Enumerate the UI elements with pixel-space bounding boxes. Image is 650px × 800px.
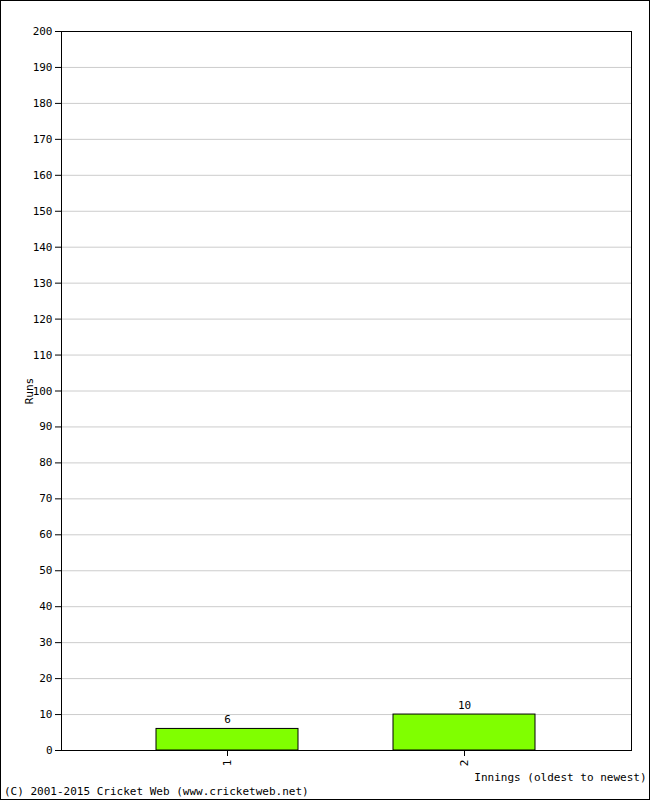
svg-text:6: 6 (224, 713, 231, 726)
svg-text:160: 160 (33, 169, 53, 182)
svg-text:60: 60 (39, 528, 52, 541)
svg-text:40: 40 (39, 600, 52, 613)
svg-text:180: 180 (33, 97, 53, 110)
svg-text:2: 2 (458, 760, 471, 767)
svg-text:130: 130 (33, 277, 53, 290)
svg-text:110: 110 (33, 349, 53, 362)
svg-text:30: 30 (39, 636, 52, 649)
svg-text:120: 120 (33, 313, 53, 326)
svg-text:90: 90 (39, 420, 52, 433)
svg-text:170: 170 (33, 133, 53, 146)
svg-text:0: 0 (46, 744, 53, 757)
html-text:(C) 2001-2015 Cricket Web (www: (C) 2001-2015 Cricket Web (www.cricketwe… (4, 785, 309, 798)
svg-text:Runs: Runs (23, 378, 36, 405)
svg-text:100: 100 (32, 384, 53, 398)
svg-text:Innings (oldest to newest): Innings (oldest to newest) (474, 771, 646, 784)
svg-text:70: 70 (39, 492, 52, 505)
svg-text:20: 20 (39, 672, 52, 685)
svg-text:10: 10 (39, 708, 52, 721)
svg-text:200: 200 (33, 25, 53, 38)
svg-text:50: 50 (39, 564, 52, 577)
svg-text:190: 190 (33, 61, 53, 74)
svg-text:150: 150 (33, 205, 53, 218)
svg-text:10: 10 (458, 699, 471, 712)
svg-text:1: 1 (221, 760, 234, 767)
svg-text:80: 80 (39, 456, 52, 469)
svg-text:140: 140 (33, 241, 53, 254)
